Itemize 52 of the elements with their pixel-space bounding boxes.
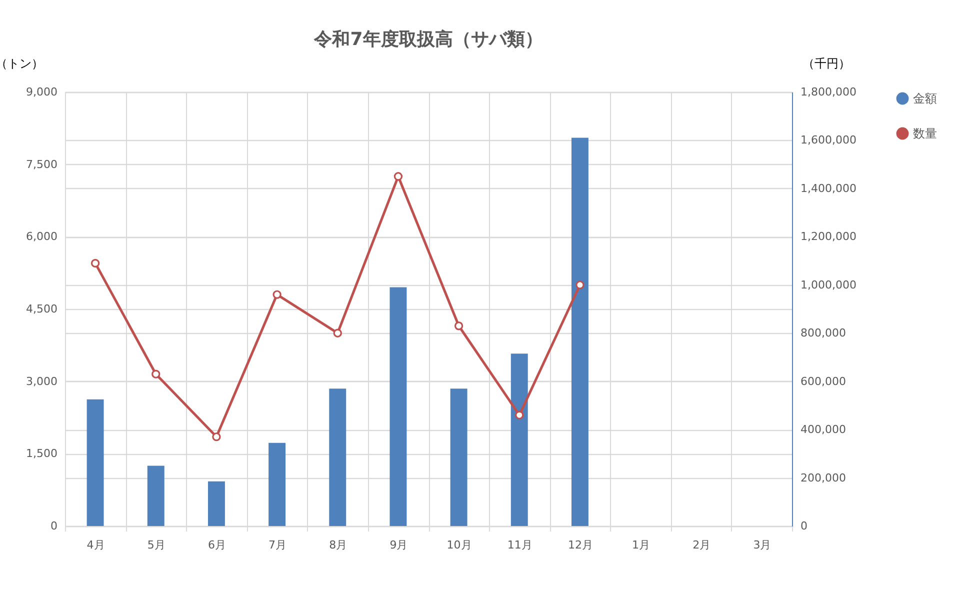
y-tick-label: 3,000 <box>26 374 58 388</box>
y2-tick-label: 600,000 <box>800 374 846 388</box>
y-axis-title: （トン） <box>0 56 44 70</box>
point <box>454 322 464 330</box>
y-tick-label: 7,500 <box>26 158 58 171</box>
bar <box>147 466 164 526</box>
y-tick-label: 9,000 <box>26 86 58 98</box>
point <box>90 258 100 268</box>
point <box>212 432 221 442</box>
y2-axis-title: （千円） <box>802 56 850 70</box>
x-tick-label: 3月 <box>753 538 772 552</box>
y2-tick-label: 400,000 <box>800 423 846 436</box>
x-tick-label: 6月 <box>208 538 226 552</box>
x-tick-label: 12月 <box>568 538 593 552</box>
point <box>333 328 342 338</box>
y2-tick-label: 200,000 <box>800 471 846 484</box>
x-tick-label: 1月 <box>632 538 650 552</box>
bar <box>450 388 468 526</box>
x-tick-label: 7月 <box>268 538 287 552</box>
y2-tick-label: 0 <box>800 520 808 532</box>
x-tick-label: 10月 <box>446 538 472 552</box>
point <box>515 410 524 420</box>
y2-tick-label: 1,800,000 <box>800 86 856 98</box>
y2-tick-label: 1,400,000 <box>800 182 856 195</box>
bar <box>390 287 407 526</box>
point <box>394 172 403 181</box>
legend-label: 数量 <box>913 126 937 140</box>
bar <box>510 354 528 526</box>
x-tick-label: 9月 <box>390 538 408 552</box>
y2-tick-label: 1,000,000 <box>800 278 856 292</box>
point <box>272 290 282 299</box>
y2-tick-label: 1,200,000 <box>800 230 856 244</box>
y-tick-label: 0 <box>50 520 58 532</box>
bar <box>86 399 104 526</box>
y-tick-label: 4,500 <box>26 302 58 316</box>
chart-title: 令和7年度取扱高（サバ類） <box>313 29 543 50</box>
x-tick-label: 11月 <box>507 538 532 552</box>
x-tick-label: 8月 <box>329 538 348 552</box>
y-tick-label: 6,000 <box>26 230 58 244</box>
y-tick-label: 1,500 <box>26 447 58 460</box>
point <box>152 370 160 378</box>
point <box>576 280 584 290</box>
bar <box>268 442 286 526</box>
legend-label: 金額 <box>913 92 937 106</box>
x-tick-label: 4月 <box>86 538 105 552</box>
x-tick-label: 2月 <box>692 538 711 552</box>
x-tick-label: 5月 <box>147 538 166 552</box>
y2-tick-label: 1,600,000 <box>800 134 856 147</box>
bar <box>208 481 225 526</box>
bar <box>329 388 346 526</box>
y2-tick-label: 800,000 <box>800 326 846 340</box>
bar <box>571 138 588 526</box>
